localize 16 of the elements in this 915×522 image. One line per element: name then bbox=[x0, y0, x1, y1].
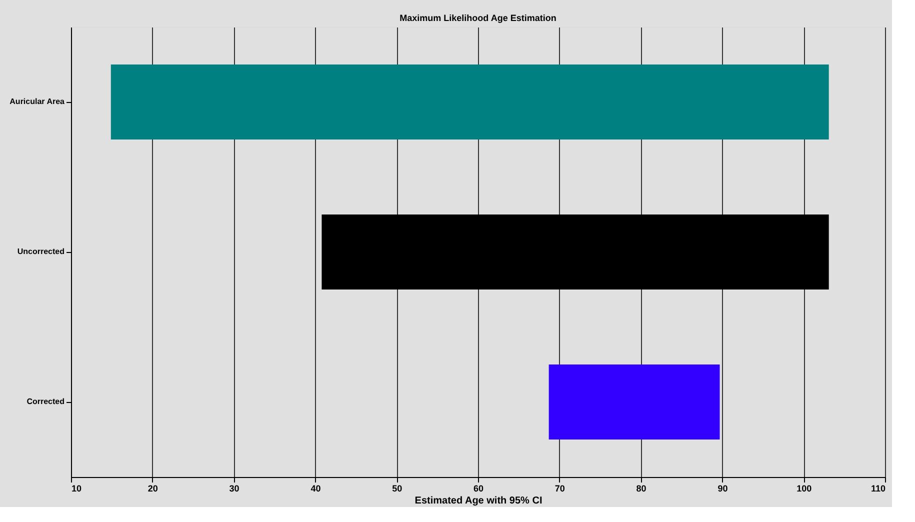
x-tick-label: 100 bbox=[796, 484, 812, 494]
x-tick-label: 50 bbox=[392, 484, 402, 494]
x-tick-label: 90 bbox=[718, 484, 728, 494]
x-tick-label: 20 bbox=[148, 484, 158, 494]
x-axis-title: Estimated Age with 95% CI bbox=[414, 496, 542, 506]
x-tick-label: 110 bbox=[870, 484, 886, 494]
x-tick-label: 40 bbox=[310, 484, 321, 494]
y-tick-label: Corrected bbox=[26, 397, 65, 406]
x-tick-label: 80 bbox=[636, 484, 646, 494]
x-tick-label: 70 bbox=[554, 484, 565, 494]
chart-title: Maximum Likelihood Age Estimation bbox=[400, 13, 556, 23]
x-tick-label: 60 bbox=[473, 484, 484, 494]
x-tick-label: 10 bbox=[72, 484, 82, 494]
y-tick-label: Uncorrected bbox=[17, 247, 65, 256]
y-tick-label: Auricular Area bbox=[10, 97, 66, 106]
x-tick-label: 30 bbox=[229, 484, 240, 494]
